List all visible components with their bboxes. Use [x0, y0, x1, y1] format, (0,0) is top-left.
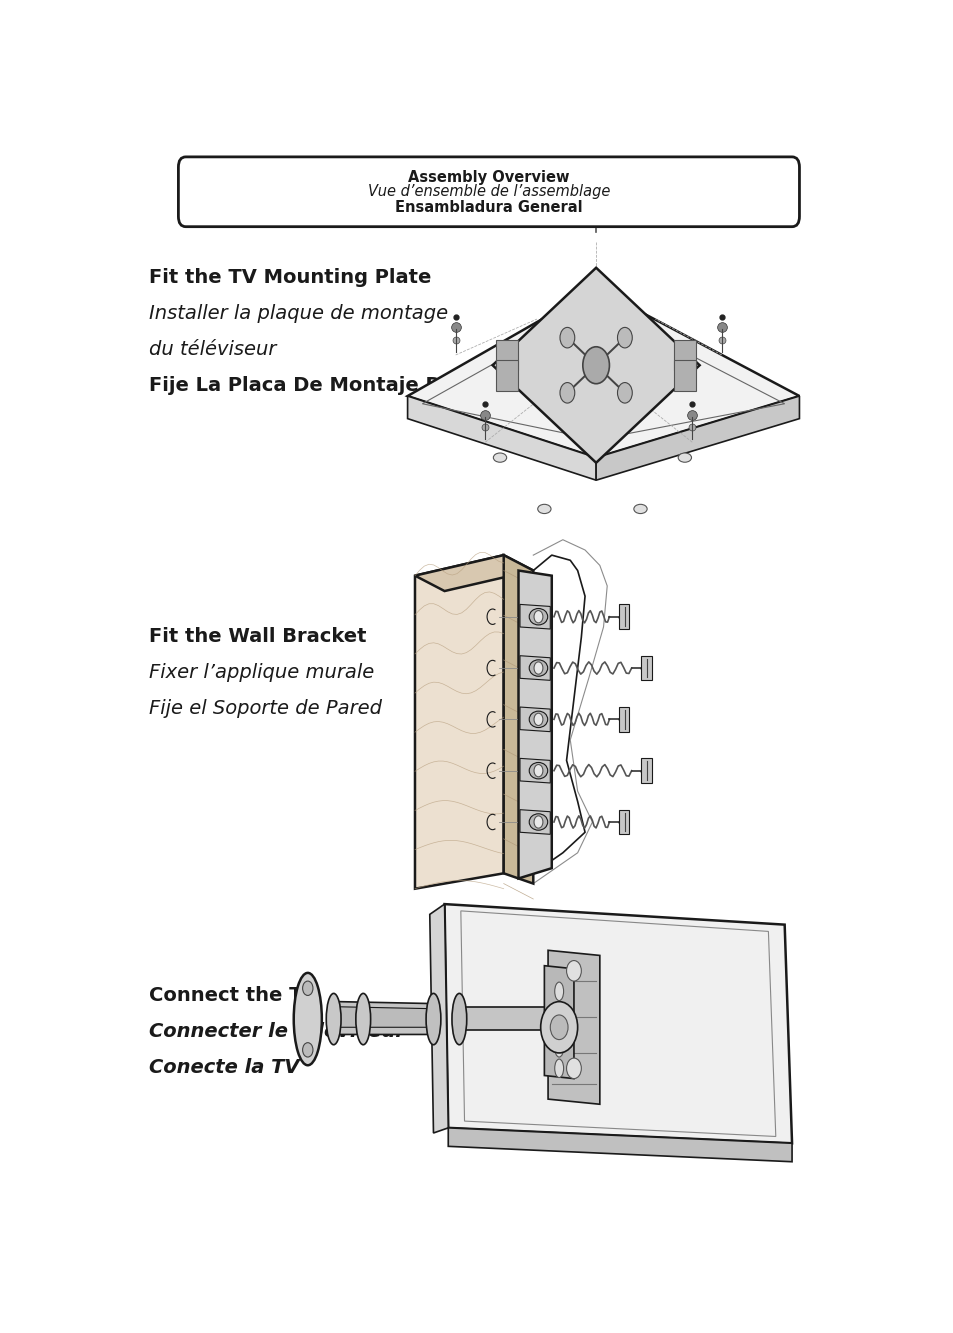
Circle shape	[540, 1001, 577, 1053]
Polygon shape	[459, 1006, 547, 1030]
Text: Fixer l’applique murale: Fixer l’applique murale	[149, 663, 374, 682]
Circle shape	[559, 383, 574, 403]
Circle shape	[534, 713, 542, 725]
Ellipse shape	[294, 973, 321, 1065]
Text: Installer la plaque de montage: Installer la plaque de montage	[149, 304, 448, 323]
Polygon shape	[448, 1128, 791, 1162]
Polygon shape	[596, 396, 799, 480]
Circle shape	[582, 347, 609, 384]
Circle shape	[566, 1058, 580, 1078]
Polygon shape	[673, 360, 696, 391]
Circle shape	[534, 816, 542, 828]
Text: Connect the TV: Connect the TV	[149, 986, 317, 1005]
Polygon shape	[547, 950, 599, 1104]
Polygon shape	[496, 340, 518, 371]
Ellipse shape	[529, 608, 547, 625]
Polygon shape	[518, 571, 551, 878]
Polygon shape	[444, 904, 791, 1144]
Polygon shape	[337, 1006, 436, 1028]
Circle shape	[534, 765, 542, 777]
Ellipse shape	[554, 1013, 563, 1032]
Text: Fit the Wall Bracket: Fit the Wall Bracket	[149, 627, 366, 647]
Ellipse shape	[426, 993, 440, 1045]
Polygon shape	[673, 340, 696, 371]
Polygon shape	[640, 656, 651, 680]
Circle shape	[617, 383, 632, 403]
FancyBboxPatch shape	[178, 157, 799, 227]
Text: Connecter le téléviseur: Connecter le téléviseur	[149, 1022, 404, 1041]
Circle shape	[550, 1014, 567, 1040]
Ellipse shape	[554, 982, 563, 1001]
Polygon shape	[519, 809, 550, 834]
Ellipse shape	[529, 660, 547, 676]
Polygon shape	[618, 604, 629, 629]
Polygon shape	[519, 604, 550, 629]
Circle shape	[302, 981, 313, 996]
Polygon shape	[503, 555, 533, 884]
Ellipse shape	[554, 1060, 563, 1077]
Polygon shape	[618, 706, 629, 732]
Polygon shape	[618, 809, 629, 834]
Polygon shape	[337, 1001, 436, 1034]
Ellipse shape	[633, 504, 646, 513]
Text: Fije La Placa De Montaje De TV: Fije La Placa De Montaje De TV	[149, 376, 490, 395]
Text: Conecte la TV: Conecte la TV	[149, 1058, 299, 1077]
Text: Vue d’ensemble de l’assemblage: Vue d’ensemble de l’assemblage	[367, 184, 610, 199]
Polygon shape	[640, 758, 651, 782]
Polygon shape	[519, 706, 550, 732]
Text: du téléviseur: du téléviseur	[149, 340, 276, 359]
Circle shape	[534, 611, 542, 623]
Text: Assembly Overview: Assembly Overview	[408, 171, 569, 185]
Ellipse shape	[355, 993, 370, 1045]
Ellipse shape	[678, 453, 691, 463]
Polygon shape	[429, 904, 448, 1133]
Polygon shape	[519, 758, 550, 782]
Circle shape	[566, 961, 580, 981]
Ellipse shape	[554, 1038, 563, 1057]
Circle shape	[617, 328, 632, 348]
Text: Ensambladura General: Ensambladura General	[395, 200, 582, 215]
Polygon shape	[407, 396, 596, 480]
Circle shape	[534, 663, 542, 674]
Ellipse shape	[529, 710, 547, 728]
Polygon shape	[415, 555, 503, 889]
Polygon shape	[519, 656, 550, 680]
Polygon shape	[544, 965, 574, 1078]
Polygon shape	[415, 555, 533, 591]
Text: Fije el Soporte de Pared: Fije el Soporte de Pared	[149, 698, 381, 718]
Ellipse shape	[529, 762, 547, 778]
Circle shape	[302, 1042, 313, 1057]
Text: Fit the TV Mounting Plate: Fit the TV Mounting Plate	[149, 268, 431, 287]
Polygon shape	[496, 360, 518, 391]
Ellipse shape	[326, 993, 341, 1045]
Polygon shape	[407, 288, 799, 457]
Circle shape	[559, 328, 574, 348]
Ellipse shape	[529, 813, 547, 830]
Ellipse shape	[537, 504, 551, 513]
Ellipse shape	[452, 993, 466, 1045]
Polygon shape	[492, 268, 699, 463]
Ellipse shape	[493, 453, 506, 463]
